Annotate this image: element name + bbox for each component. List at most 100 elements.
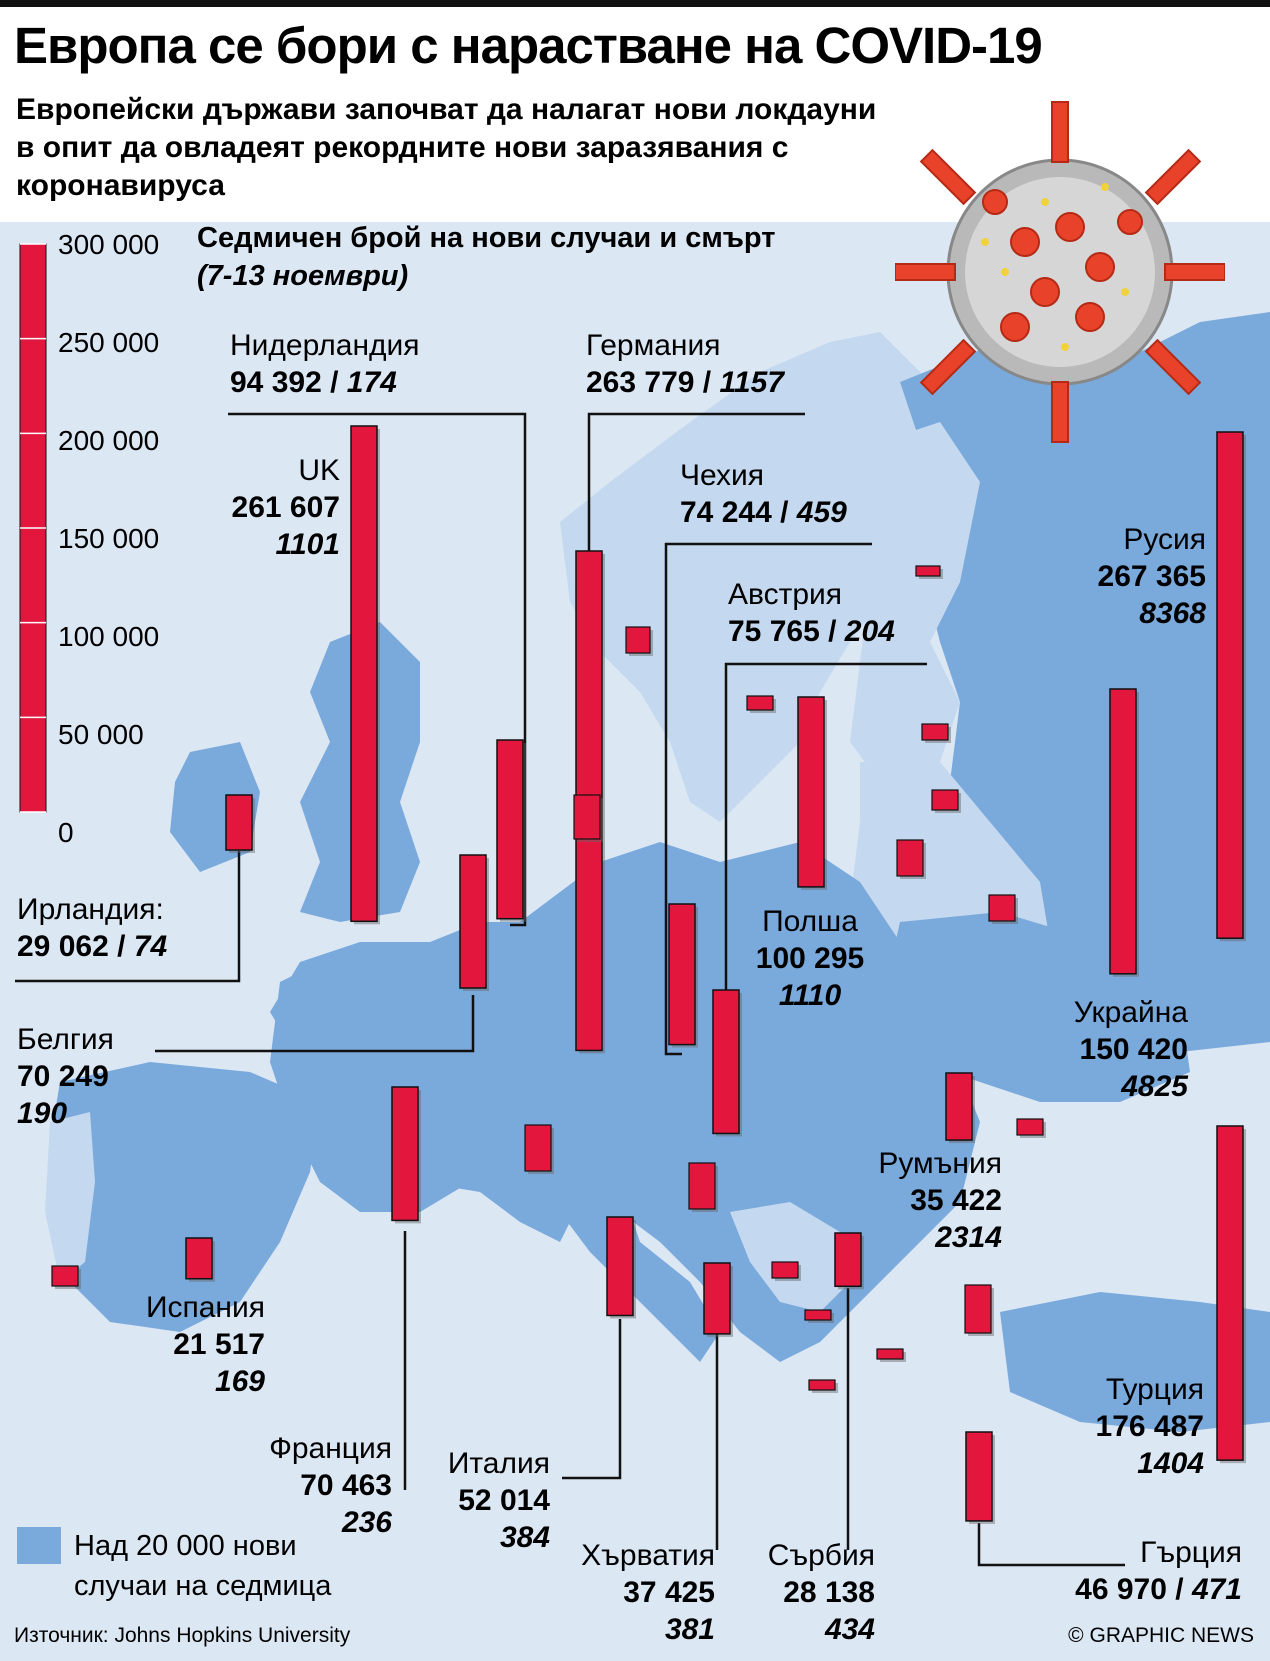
bar-12	[185, 1237, 213, 1280]
cases-value: 261 607	[231, 491, 340, 524]
country-name: UK	[298, 454, 340, 487]
label-italy: Италия 52 014 384	[448, 1445, 550, 1556]
label-ukraine: Украйна 150 420 4825	[1074, 994, 1188, 1105]
minor-country-bar	[964, 1284, 992, 1334]
country-name: Румъния	[878, 1147, 1002, 1180]
bar-9	[459, 854, 487, 989]
tick-label: 150 000	[58, 523, 160, 554]
cases-value: 74 244	[680, 496, 772, 529]
page-subtitle: Европейски държави започват да налагат н…	[16, 93, 877, 202]
country-name: Белгия	[17, 1023, 114, 1056]
bar-14	[391, 1086, 419, 1222]
cases-value: 70 249	[17, 1060, 109, 1093]
country-name: Турция	[1105, 1373, 1204, 1406]
bar-18	[965, 1431, 993, 1522]
minor-country-bar	[921, 723, 949, 741]
leader-line	[977, 1523, 1125, 1567]
tick-label: 50 000	[58, 719, 144, 750]
leader-line	[724, 662, 927, 990]
bar-7	[225, 794, 253, 851]
country-name: Испания	[145, 1291, 265, 1324]
cases-value: 75 765	[728, 615, 820, 648]
portugal-land	[45, 1112, 95, 1282]
label-france: Франция 70 463 236	[269, 1430, 392, 1541]
country-name: Гърция	[1140, 1536, 1242, 1569]
deaths-value: 1404	[1137, 1447, 1204, 1480]
cases-value: 37 425	[623, 1576, 715, 1609]
cases-value: 176 487	[1095, 1410, 1204, 1443]
legend-label: Над 20 000 нови случаи на седмица	[74, 1530, 332, 1602]
deaths-value: 434	[824, 1613, 875, 1646]
country-name: Италия	[447, 1447, 550, 1480]
tick-label: 300 000	[58, 229, 160, 260]
deaths-value: 169	[214, 1365, 265, 1398]
balkans-light-land	[730, 1202, 850, 1312]
deaths-value: 381	[664, 1613, 715, 1646]
minor-country-bar	[524, 1124, 552, 1172]
leader-line	[664, 542, 872, 1056]
minor-country-bar	[746, 695, 774, 711]
country-name: Франция	[269, 1432, 392, 1465]
country-name: Полша	[762, 905, 858, 938]
deaths-value: 204	[844, 615, 895, 648]
minor-country-bar	[688, 1162, 716, 1210]
leader-line	[155, 995, 475, 1053]
label-austria: Австрия 75 765 / 204	[728, 578, 895, 648]
europe-map	[0, 222, 1270, 1661]
leader-line	[228, 412, 527, 927]
label-belgium: Белгия 70 249 190	[17, 1021, 114, 1132]
tick-label: 0	[58, 817, 74, 848]
label-ireland: Ирландия: 29 062 / 74	[17, 893, 168, 963]
label-spain: Испания 21 517 169	[146, 1289, 265, 1400]
country-name: Нидерландия	[230, 329, 420, 362]
chart-period: (7-13 ноември)	[197, 260, 409, 292]
chart-title: Седмичен брой на нови случаи и смърт	[197, 222, 776, 254]
minor-country-bar	[771, 1261, 799, 1279]
label-serbia: Сърбия 28 138 434	[768, 1537, 875, 1648]
bar-5	[712, 989, 740, 1135]
coronavirus-illustration	[895, 101, 1225, 443]
label-romania: Румъния 35 422 2314	[878, 1145, 1002, 1256]
turkey-land	[1000, 1292, 1270, 1432]
deaths-value: 1110	[778, 979, 842, 1012]
minor-country-bar	[625, 626, 651, 654]
minor-country-bar	[804, 1309, 832, 1321]
cases-value: 35 422	[910, 1184, 1002, 1217]
label-uk: UK 261 607 1101	[232, 452, 340, 563]
minor-country-bar	[573, 794, 601, 840]
finland-baltics-land	[850, 422, 980, 782]
label-russia: Русия 267 365 8368	[1098, 521, 1206, 632]
iberia-land	[50, 1062, 320, 1332]
leader-line	[15, 851, 241, 983]
bar-8	[797, 696, 825, 888]
bar-4	[668, 903, 696, 1046]
deaths-value: 459	[796, 496, 847, 529]
label-netherlands: Нидерландия 94 392 / 174	[230, 329, 420, 399]
deaths-value: 74	[133, 930, 168, 963]
label-croatia: Хърватия 37 425 381	[581, 1537, 715, 1648]
country-name: Чехия	[680, 459, 765, 492]
bar-3	[350, 425, 378, 923]
label-greece: Гърция 46 970 / 471	[1075, 1536, 1242, 1606]
deaths-value: 190	[17, 1097, 68, 1130]
deaths-value: 384	[499, 1521, 550, 1554]
bar-1	[496, 739, 524, 920]
tick-label: 100 000	[58, 621, 160, 652]
bar-6	[1216, 431, 1244, 939]
cases-value: 267 365	[1097, 560, 1206, 593]
cases-value: 70 463	[300, 1469, 392, 1502]
label-poland: Полша 100 295 1110	[730, 903, 890, 1014]
deaths-value: 1157	[719, 366, 784, 399]
country-name: Австрия	[728, 578, 843, 611]
minor-country-bar	[931, 789, 959, 811]
country-name: Украйна	[1073, 996, 1188, 1029]
cases-value: 46 970	[1075, 1573, 1167, 1606]
leader-line	[562, 1319, 622, 1480]
source-note: Източник: Johns Hopkins University	[14, 1624, 351, 1647]
leader-line	[587, 412, 805, 551]
page-title: Европа се бори с нарастване на COVID-19	[14, 17, 1043, 74]
minor-country-bar	[808, 1379, 836, 1391]
deaths-value: 471	[1191, 1573, 1242, 1606]
deaths-value: 8368	[1139, 597, 1206, 630]
